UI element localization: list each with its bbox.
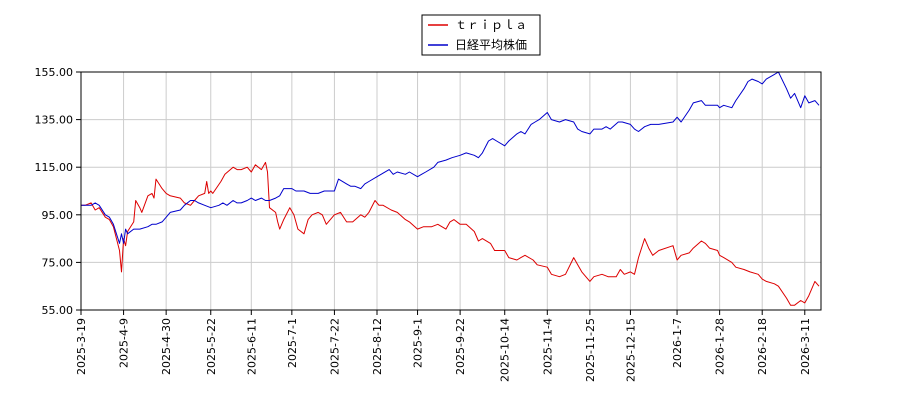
x-tick-label: 2025-11-25: [584, 318, 597, 382]
y-tick-label: 135.00: [35, 114, 74, 127]
series-line-0: [81, 161, 820, 306]
x-tick-label: 2025-9-22: [454, 318, 467, 375]
y-axis: 155.00 135.00 115.00 95.00 75.00 55.00: [35, 66, 81, 317]
x-tick-label: 2025-5-22: [205, 318, 218, 375]
y-tick-label: 55.00: [42, 304, 74, 317]
x-tick-label: 2026-2-18: [756, 318, 769, 375]
x-tick-label: 2025-4-9: [118, 318, 131, 368]
x-axis: 2025-3-19 2025-4-9 2025-4-30 2025-5-22 2025-…: [75, 310, 812, 382]
x-tick-label: 2026-1-28: [714, 318, 727, 375]
x-tick-label: 2025-7-22: [328, 318, 341, 375]
x-tick-label: 2026-1-7: [671, 318, 684, 368]
x-tick-label: 2026-3-11: [799, 318, 812, 375]
x-tick-label: 2025-4-30: [160, 318, 173, 375]
y-tick-label: 75.00: [42, 256, 74, 269]
y-tick-label: 95.00: [42, 209, 74, 222]
legend-box: [421, 14, 541, 56]
x-tick-label: 2025-8-12: [371, 318, 384, 375]
plot-area: [81, 72, 821, 310]
x-tick-label: 2025-3-19: [75, 318, 88, 375]
x-tick-label: 2025-11-4: [541, 318, 554, 375]
x-tick-label: 2025-10-14: [499, 318, 512, 382]
x-tick-label: 2025-9-1: [412, 318, 425, 368]
x-tick-label: 2025-7-1: [286, 318, 299, 368]
legend-label-nikkei: 日経平均株価: [455, 37, 527, 52]
x-tick-label: 2025-6-11: [245, 318, 258, 375]
x-tick-label: 2025-12-15: [624, 318, 637, 382]
y-tick-label: 115.00: [35, 161, 74, 174]
legend: ｔｒｉｐｌａ 日経平均株価: [421, 14, 541, 56]
legend-label-tripla: ｔｒｉｐｌａ: [455, 18, 527, 32]
series-layer: [81, 71, 820, 306]
plot-frame: [80, 71, 822, 311]
series-line-1: [81, 71, 820, 244]
y-tick-label: 155.00: [35, 66, 74, 79]
